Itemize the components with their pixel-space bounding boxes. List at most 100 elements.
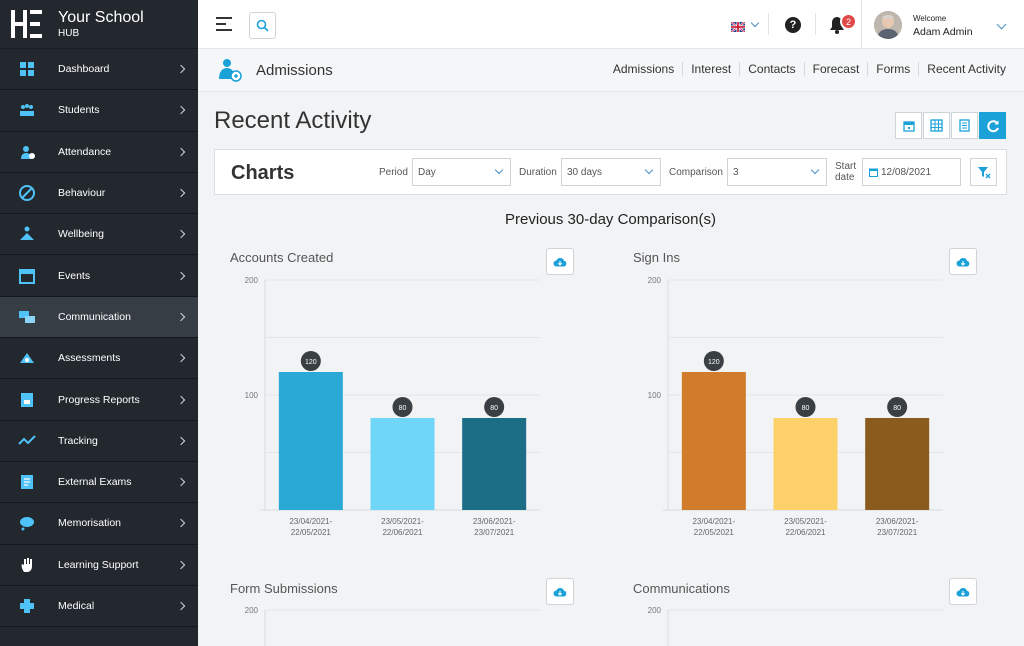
search-button[interactable]	[249, 12, 276, 39]
sidebar-item-behaviour[interactable]: Behaviour	[0, 173, 198, 215]
sidebar-item-medical[interactable]: Medical	[0, 586, 198, 628]
sidebar-item-memorisation[interactable]: Memorisation	[0, 503, 198, 545]
subnav-contacts[interactable]: Contacts	[739, 62, 803, 76]
sidebar-item-wellbeing[interactable]: Wellbeing	[0, 214, 198, 256]
chevron-down-icon	[644, 165, 654, 175]
sidebar-item-label: Students	[58, 104, 100, 117]
menu-toggle-icon[interactable]	[216, 17, 232, 31]
sidebar-nav: Dashboard Students Attendance Behaviour Well…	[0, 49, 198, 628]
period-value: Day	[418, 167, 436, 178]
sidebar-item-external-exams[interactable]: External Exams	[0, 462, 198, 504]
communications-chart: 200	[648, 606, 943, 646]
start-date-field[interactable]: 12/08/2021	[862, 158, 961, 186]
sidebar-item-events[interactable]: Events	[0, 255, 198, 297]
sidebar-item-students[interactable]: Students	[0, 90, 198, 132]
download-button[interactable]	[546, 578, 574, 605]
comparison-label: Comparison	[669, 167, 723, 178]
subnav-admissions[interactable]: Admissions	[612, 62, 675, 76]
sidebar-item-label: Dashboard	[58, 63, 110, 76]
brand-title: Your School	[58, 8, 144, 26]
start-date-label-line: Start	[835, 161, 857, 172]
uk-flag-icon[interactable]	[730, 19, 746, 33]
chevron-right-icon	[176, 106, 186, 115]
user-menu-chevron-down-icon[interactable]	[996, 19, 1007, 30]
exams-icon	[18, 473, 36, 491]
clear-filter-button[interactable]	[970, 158, 997, 186]
bar	[370, 418, 435, 510]
grid-icon	[930, 119, 943, 132]
school-logo-icon	[10, 9, 44, 39]
start-date-label: Start date	[835, 161, 856, 183]
y-tick-label: 200	[245, 276, 259, 285]
sidebar-item-assessments[interactable]: Assessments	[0, 338, 198, 380]
x-tick-label: 22/05/2021	[291, 528, 332, 537]
bar	[278, 372, 343, 510]
sidebar-item-label: Attendance	[58, 145, 112, 158]
report-icon	[18, 391, 36, 409]
x-tick-label: 23/05/2021-	[381, 517, 424, 526]
bar	[865, 418, 930, 510]
subnav-forecast[interactable]: Forecast	[803, 62, 868, 76]
start-date-value: 12/08/2021	[881, 167, 932, 178]
subnav-interest[interactable]: Interest	[682, 62, 739, 76]
subnav-recent-activity[interactable]: Recent Activity	[918, 62, 1006, 76]
period-select[interactable]: Day	[412, 158, 511, 186]
dashboard-icon	[18, 60, 36, 78]
sidebar-item-dashboard[interactable]: Dashboard	[0, 49, 198, 91]
help-icon[interactable]: ?	[785, 17, 801, 33]
page-header: Admissions Admissions Interest Contacts …	[198, 49, 1024, 92]
chart-view-button[interactable]	[979, 112, 1006, 139]
charts-title: Charts	[231, 162, 295, 184]
y-tick-label: 200	[245, 606, 259, 615]
sidebar-item-label: External Exams	[58, 476, 132, 489]
bar	[773, 418, 838, 510]
x-tick-label: 23/06/2021-	[473, 517, 516, 526]
refresh-icon	[986, 119, 999, 132]
brand[interactable]: Your School HUB	[0, 0, 198, 49]
sidebar-item-label: Behaviour	[58, 187, 106, 200]
list-view-button[interactable]	[951, 112, 978, 139]
students-icon	[18, 101, 36, 119]
sidebar-item-communication[interactable]: Communication	[0, 296, 198, 339]
period-label: Period	[379, 167, 408, 178]
bar	[681, 372, 746, 510]
cloud-download-icon	[553, 587, 567, 596]
language-chevron-down-icon[interactable]	[750, 18, 760, 28]
data-label-badge	[484, 397, 505, 417]
assessments-icon	[18, 349, 36, 367]
sign-ins-chart: 100 200 120 23/04/2021- 22/05/2021 80 23/05/20…	[648, 276, 943, 537]
sidebar-item-progress-reports[interactable]: Progress Reports	[0, 379, 198, 421]
duration-label: Duration	[519, 167, 557, 178]
cloud-download-icon	[956, 587, 970, 596]
chevron-right-icon	[176, 147, 186, 156]
sidebar-item-label: Assessments	[58, 352, 121, 365]
hand-icon	[18, 556, 36, 574]
chevron-down-icon	[494, 165, 504, 175]
duration-select[interactable]: 30 days	[561, 158, 661, 186]
y-tick-label: 100	[648, 391, 662, 400]
filter-bar: Charts Period Day Duration 30 days Compa…	[214, 149, 1007, 195]
filter-clear-icon	[977, 166, 990, 178]
sidebar-item-label: Communication	[58, 310, 131, 323]
comparison-select[interactable]: 3	[727, 158, 827, 186]
download-button[interactable]	[949, 578, 977, 605]
chevron-right-icon	[176, 436, 186, 446]
grid-view-button[interactable]	[923, 112, 950, 139]
download-button[interactable]	[949, 248, 977, 275]
sidebar-item-attendance[interactable]: Attendance	[0, 132, 198, 173]
calendar-icon	[902, 120, 915, 132]
data-label: 80	[802, 405, 810, 412]
sidebar-item-tracking[interactable]: Tracking	[0, 421, 198, 462]
download-button[interactable]	[546, 248, 574, 275]
user-name[interactable]: Adam Admin	[913, 26, 973, 38]
avatar[interactable]	[874, 11, 902, 39]
sidebar-item-learning-support[interactable]: Learning Support	[0, 545, 198, 586]
bar	[462, 418, 527, 510]
data-label: 80	[490, 405, 498, 412]
chevron-right-icon	[176, 601, 186, 611]
calendar-view-button[interactable]	[895, 112, 922, 139]
chevron-right-icon	[176, 230, 186, 239]
subnav-forms[interactable]: Forms	[867, 62, 918, 76]
comparison-title: Previous 30-day Comparison(s)	[505, 211, 716, 228]
cloud-download-icon	[956, 257, 970, 266]
